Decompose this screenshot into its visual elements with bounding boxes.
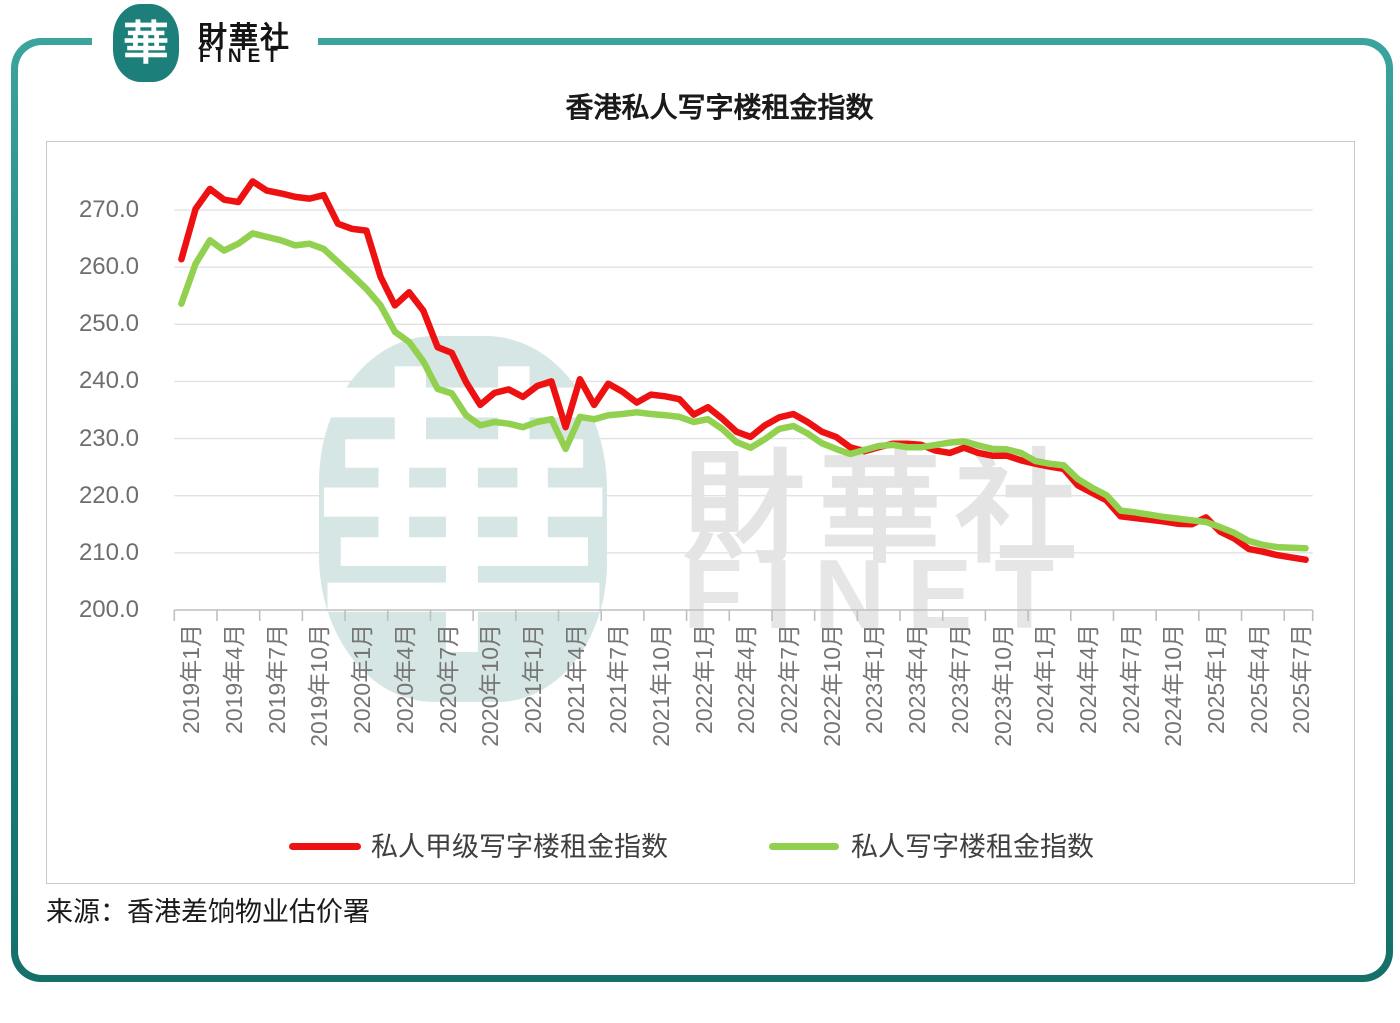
source-note: 来源：香港差饷物业估价署 [46,897,370,927]
x-tick-label: 2025年1月 [1202,624,1229,734]
y-tick-label: 230.0 [78,424,139,452]
seal-character: 華 [123,17,169,69]
x-tick-label: 2023年10月 [989,624,1016,747]
brand-name-english: FINET [199,46,284,67]
series-layer [173,178,1314,621]
y-tick-label: 220.0 [78,481,139,509]
x-tick-label: 2022年10月 [818,624,845,747]
x-tick-label: 2020年4月 [391,624,418,734]
legend-label-all-offices: 私人写字楼租金指数 [851,832,1094,862]
chart-legend: 私人甲级写字楼租金指数 私人写字楼租金指数 [47,830,1356,864]
watermark-text-chinese: 財華社 [683,441,1091,577]
y-tick-label: 200.0 [78,596,139,623]
x-tick-label: 2021年1月 [519,624,546,734]
legend-label-grade-a: 私人甲级写字楼租金指数 [371,832,668,862]
x-tick-label: 2021年10月 [648,624,674,747]
y-tick-label: 260.0 [78,253,139,281]
x-tick-label: 2019年10月 [306,624,333,747]
y-tick-label: 250.0 [78,310,139,338]
x-tick-label: 2025年7月 [1288,624,1315,734]
brand-name-chinese: 財華社 [198,22,292,54]
x-tick-label: 2023年4月 [904,624,931,734]
chart-panel: 華 財華社 FINET 270.0 260.0 250.0 240.0 230.0 220… [46,141,1355,884]
chart-title: 香港私人写字楼租金指数 [565,92,874,123]
x-tick-label: 2023年7月 [946,624,973,734]
x-tick-label: 2022年7月 [776,624,803,734]
y-tick-label: 210.0 [78,538,139,566]
x-tick-label: 2024年4月 [1074,624,1101,734]
x-tick-label: 2021年4月 [562,624,589,734]
x-tick-label: 2022年1月 [690,624,717,734]
series-grade-a-office-line [178,178,1309,563]
x-tick-label: 2019年4月 [221,624,248,734]
x-tick-label: 2021年7月 [605,624,632,734]
x-tick-label: 2020年1月 [349,624,376,734]
x-tick-label: 2020年10月 [477,624,504,747]
x-tick-label: 2020年7月 [434,624,461,734]
x-tick-label: 2019年1月 [178,624,205,734]
legend-swatch-grade-a [289,843,361,850]
x-tick-label: 2022年4月 [733,624,760,734]
x-tick-label: 2024年7月 [1117,624,1144,734]
x-tick-label: 2024年10月 [1160,624,1187,747]
x-tick-label: 2023年1月 [861,624,888,734]
watermark-text-english: FINET [683,539,1077,649]
y-tick-label: 240.0 [78,367,139,395]
series-all-office-line [178,230,1309,552]
x-tick-label: 2019年7月 [263,624,290,734]
y-tick-label: 270.0 [78,196,139,224]
legend-swatch-all-offices [769,843,839,850]
x-tick-label: 2024年1月 [1032,624,1059,734]
x-tick-label: 2025年4月 [1245,624,1272,734]
finet-seal-logo-icon: 華 [113,4,179,82]
